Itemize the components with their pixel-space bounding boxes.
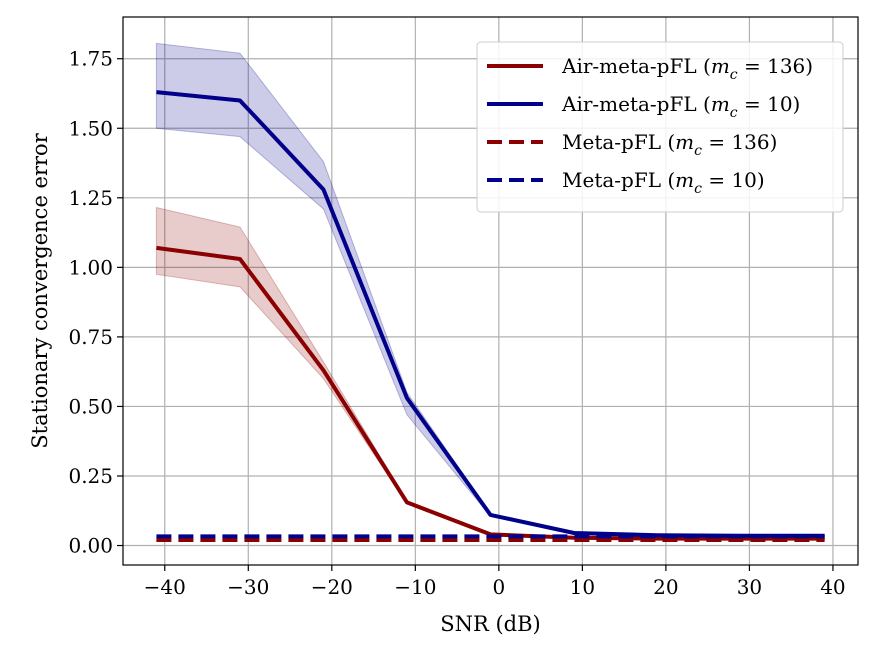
plot-frame [122, 16, 859, 566]
y-tick-label: 0.75 [68, 325, 113, 349]
x-tick-label: 20 [653, 575, 678, 599]
y-tick-label: 1.75 [68, 47, 113, 71]
legend-label: Air-meta-pFL (mc = 10) [561, 92, 800, 121]
legend-label: Air-meta-pFL (mc = 136) [561, 54, 813, 83]
x-tick-label: 30 [737, 575, 762, 599]
legend-label: Meta-pFL (mc = 10) [562, 168, 765, 197]
legend-box [476, 41, 844, 213]
y-axis-label: Stationary convergence error [28, 132, 52, 448]
legend: Air-meta-pFL (mc = 136) Air-meta-pFL (mc … [476, 41, 844, 213]
series-lines [156, 90, 825, 542]
confidence-band-0 [155, 206, 826, 540]
y-tick-label: 1.50 [68, 116, 113, 140]
axis-ticks: −40 −30 −20 −10 0 10 20 30 40 0.00 0.25 0.50 0.75 1.0… [68, 47, 845, 599]
x-axis-label: SNR (dB) [440, 612, 541, 636]
x-tick-label: −30 [227, 575, 269, 599]
legend-label: Meta-pFL (mc = 136) [562, 130, 777, 159]
x-tick-label: −40 [144, 575, 186, 599]
y-tick-label: 1.00 [68, 255, 113, 279]
y-tick-label: 0.00 [68, 534, 113, 558]
x-tick-label: 0 [492, 575, 505, 599]
y-tick-label: 1.25 [68, 186, 113, 210]
x-tick-label: −20 [311, 575, 353, 599]
x-tick-label: −10 [394, 575, 436, 599]
y-tick-label: 0.50 [68, 394, 113, 418]
x-tick-label: 40 [820, 575, 845, 599]
y-tick-label: 0.25 [68, 464, 113, 488]
x-tick-label: 10 [570, 575, 595, 599]
